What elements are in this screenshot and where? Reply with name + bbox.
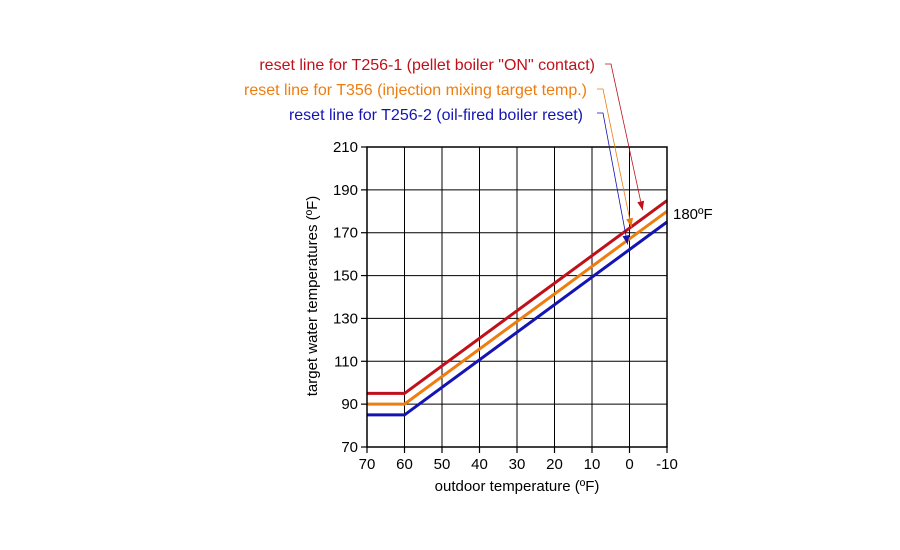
- series-line-0: [367, 199, 668, 395]
- y-tick-label-4: 150: [333, 268, 358, 285]
- x-tick-label-1: 60: [396, 456, 413, 473]
- series-labels: reset line for T256-1 (pellet boiler "ON…: [244, 57, 595, 124]
- x-tick-label-2: 50: [434, 456, 451, 473]
- x-axis-label: outdoor temperature (ºF): [435, 478, 600, 495]
- leader-line-1: [597, 88, 632, 228]
- annotation-180f: 180ºF: [673, 206, 713, 223]
- series-line-1: [367, 210, 668, 406]
- leader-arrowhead-1: [626, 217, 633, 228]
- series-label-2: reset line for T256-2 (oil-fired boiler …: [289, 107, 583, 124]
- series-line-2: [367, 220, 668, 417]
- series-lines: [367, 199, 668, 417]
- y-tick-label-3: 130: [333, 310, 358, 327]
- x-tick-label-6: 10: [584, 456, 601, 473]
- leader-arrowhead-2: [622, 235, 630, 245]
- x-tick-label-8: -10: [656, 456, 678, 473]
- axes: 70 60 50 40 30 20 10 0 -10 70 90 110 130 150 170 190 210: [333, 139, 678, 473]
- y-tick-label-5: 170: [333, 225, 358, 242]
- series-label-0: reset line for T256-1 (pellet boiler "ON…: [259, 57, 595, 74]
- x-tick-label-5: 20: [546, 456, 563, 473]
- y-axis-label: target water temperatures (ºF): [304, 196, 321, 397]
- y-tick-label-7: 210: [333, 139, 358, 156]
- leader-arrowhead-0: [637, 200, 645, 211]
- leader-line-0: [605, 63, 643, 211]
- y-tick-label-6: 190: [333, 182, 358, 199]
- x-tick-label-7: 0: [625, 456, 633, 473]
- x-tick-label-0: 70: [359, 456, 376, 473]
- y-tick-label-0: 70: [341, 439, 358, 456]
- x-tick-label-4: 30: [509, 456, 526, 473]
- leader-line-2: [597, 112, 628, 245]
- y-tick-label-2: 110: [334, 353, 358, 370]
- label-leaders: [597, 63, 645, 245]
- series-label-1: reset line for T356 (injection mixing ta…: [244, 82, 587, 99]
- y-tick-label-1: 90: [341, 396, 358, 413]
- x-tick-label-3: 40: [471, 456, 488, 473]
